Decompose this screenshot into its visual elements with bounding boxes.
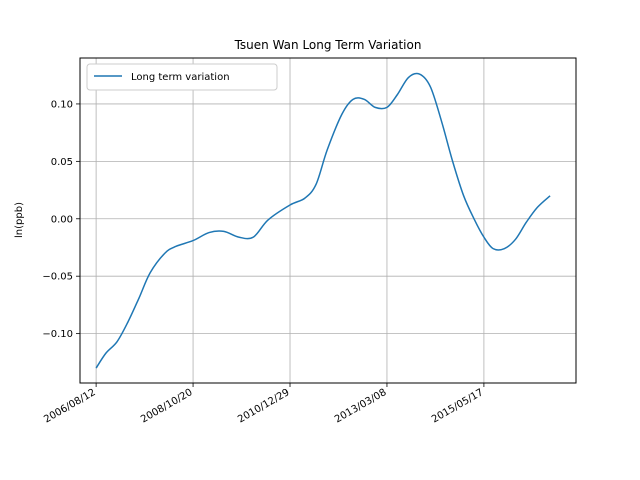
data-point	[208, 232, 209, 233]
y-tick-label: 0.10	[51, 99, 73, 110]
data-point	[352, 99, 353, 100]
plot-frame	[79, 57, 577, 384]
data-point	[127, 322, 128, 323]
data-point	[364, 99, 365, 100]
data-point	[419, 73, 420, 74]
data-point	[493, 248, 494, 249]
data-point	[116, 341, 117, 342]
data-point	[386, 107, 387, 108]
data-point	[315, 184, 316, 185]
data-point	[289, 204, 290, 205]
data-point	[463, 195, 464, 196]
data-point	[238, 237, 239, 238]
data-point	[253, 237, 254, 238]
data-point	[304, 198, 305, 199]
series-layer	[95, 72, 551, 369]
legend-box	[86, 63, 278, 91]
data-point	[105, 353, 106, 354]
series-line-long-term-variation	[95, 72, 551, 369]
data-point	[327, 149, 328, 150]
data-point	[164, 253, 165, 254]
data-point	[483, 237, 484, 238]
y-tick-label: 0.00	[51, 214, 73, 225]
data-point	[192, 240, 193, 241]
data-point	[138, 297, 139, 298]
data-point	[408, 77, 409, 78]
y-axis-label: ln(ppb)	[14, 202, 25, 238]
y-axis: −0.10 −0.05 0.00 0.05 0.10	[42, 99, 80, 340]
data-point	[223, 231, 224, 232]
data-point	[549, 195, 550, 196]
data-point	[474, 219, 475, 220]
legend-label: Long term variation	[131, 72, 230, 83]
data-point	[267, 219, 268, 220]
data-point	[375, 107, 376, 108]
legend: Long term variation	[86, 63, 278, 91]
data-point	[441, 121, 442, 122]
data-point	[150, 272, 151, 273]
y-tick-label: 0.05	[51, 157, 73, 168]
y-tick-label: −0.05	[42, 272, 73, 283]
data-point	[452, 161, 453, 162]
data-point	[504, 248, 505, 249]
data-point	[515, 239, 516, 240]
data-point	[397, 94, 398, 95]
data-point	[526, 222, 527, 223]
data-point	[537, 207, 538, 208]
y-tick-label: −0.10	[42, 329, 73, 340]
grid	[80, 58, 576, 383]
data-point	[341, 114, 342, 115]
data-point	[175, 246, 176, 247]
data-point	[430, 86, 431, 87]
chart-title: Tsuen Wan Long Term Variation	[234, 38, 422, 52]
data-point	[96, 367, 97, 368]
